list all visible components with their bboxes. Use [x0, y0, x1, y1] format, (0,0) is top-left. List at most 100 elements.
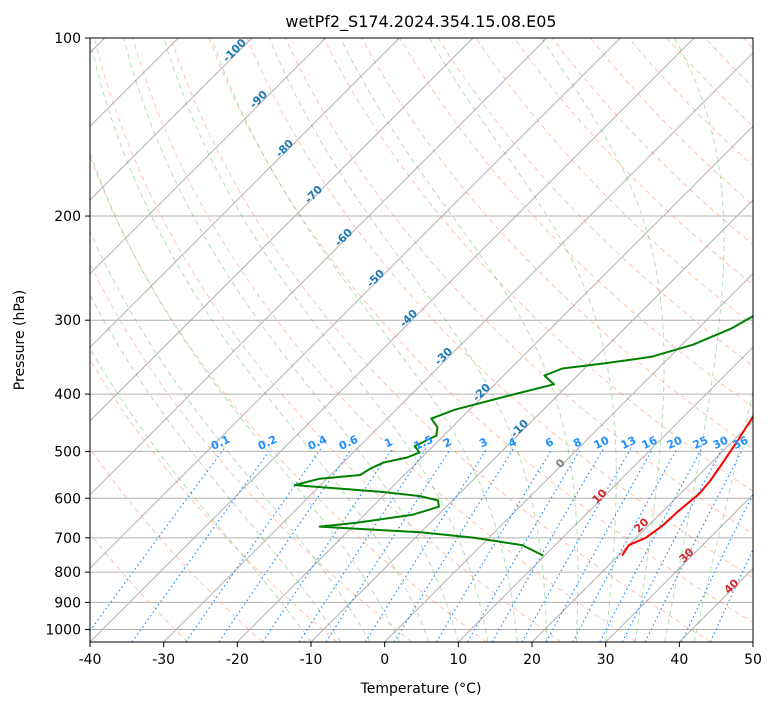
- y-tick-label: 900: [54, 595, 81, 611]
- moist-adiabat-label: 10: [590, 486, 610, 506]
- dry-adiabat-line: [742, 38, 753, 49]
- mixing-ratio-line: [491, 448, 604, 642]
- isotherm-line: [90, 38, 621, 570]
- isotherm-line: [752, 641, 753, 642]
- dry-adiabat-line: [551, 38, 753, 246]
- x-tick-label: -40: [79, 652, 102, 668]
- isotherm-line: [163, 51, 753, 642]
- isotherm-line: [90, 38, 253, 201]
- mixing-ratio-label: 10: [592, 434, 612, 452]
- line-labels: -100-90-80-70-60-50-40-30-20-100.1 0.2 0.4…: [209, 36, 751, 597]
- mixing-ratio-line: [644, 448, 744, 642]
- mixing-ratio-label: 20: [665, 434, 685, 452]
- mixing-ratio-line: [621, 448, 723, 642]
- profile-lines: [293, 315, 753, 557]
- mixing-ratio-label: 13: [619, 434, 638, 452]
- mixing-ratio-label: 36: [731, 434, 751, 452]
- dry-adiabat-line: [399, 38, 753, 408]
- y-tick-label: 200: [54, 209, 81, 225]
- dry-adiabat-line: [208, 38, 753, 624]
- mixing-ratio-label: 8: [571, 435, 583, 450]
- x-tick-label: -10: [300, 652, 323, 668]
- dry-adiabat-line: [94, 38, 562, 642]
- mixing-ratio-line: [218, 448, 353, 642]
- x-tick-label: 50: [744, 652, 762, 668]
- dry-adiabat-line: [284, 38, 753, 535]
- isotherm-line: [605, 493, 753, 642]
- dry-adiabat-line: [90, 358, 338, 642]
- moist-adiabat-line: [90, 347, 312, 642]
- isotherm-line: [310, 199, 753, 642]
- mixing-ratio-line: [262, 448, 393, 642]
- isotherm-line: [236, 125, 753, 642]
- dry-adiabat-line: [132, 38, 637, 642]
- mixing-ratio-label: 0.4: [306, 433, 329, 453]
- moist-adiabat-label: 20: [632, 515, 652, 535]
- mixing-ratio-label: 2: [441, 435, 453, 450]
- isotherm-label: -70: [302, 183, 325, 206]
- x-tick-label: -20: [226, 652, 249, 668]
- mixing-ratio-line: [131, 448, 272, 642]
- isotherm-label: -40: [397, 307, 420, 330]
- y-axis-label: Pressure (hPa): [12, 290, 28, 390]
- y-tick-label: 100: [54, 31, 81, 47]
- y-tick-label: 800: [54, 565, 81, 581]
- isotherm-line: [90, 38, 548, 496]
- x-tick-label: 30: [597, 652, 615, 668]
- temperature-profile-line: [621, 414, 753, 557]
- moist-adiabat-line: [541, 38, 665, 642]
- isotherm-label: -90: [247, 88, 270, 111]
- y-tick-label: 300: [54, 313, 81, 329]
- mixing-ratio-line: [298, 448, 427, 642]
- zero-label: 0: [553, 456, 568, 471]
- isotherm-line: [90, 38, 400, 349]
- mixing-ratio-line: [709, 548, 753, 642]
- mixing-ratio-label: 0.1: [209, 433, 232, 453]
- dry-adiabat-line: [90, 447, 263, 642]
- axes: -40 -30 -20 -10 0 10 20 30 40 5010020030040050060…: [45, 31, 762, 668]
- dry-adiabat-line: [513, 38, 753, 286]
- y-tick-label: 1000: [45, 622, 81, 638]
- isotherm-line: [90, 38, 474, 422]
- moist-adiabat-line: [339, 38, 579, 642]
- moist-adiabat-line: [123, 38, 459, 642]
- dry-adiabat-line: [90, 263, 413, 642]
- mixing-ratio-line: [521, 448, 632, 642]
- x-tick-label: 0: [380, 652, 389, 668]
- plot-frame: [89, 37, 754, 643]
- isotherm-label: -100: [220, 36, 249, 65]
- moist-adiabat-line: [90, 38, 430, 642]
- isotherm-label: -60: [332, 226, 355, 249]
- dry-adiabat-line: [90, 532, 189, 642]
- chart-title: wetPf2_S174.2024.354.15.08.E05: [285, 12, 556, 32]
- x-tick-label: 10: [449, 652, 467, 668]
- isotherm-line: [384, 272, 753, 642]
- mixing-ratio-label: 25: [691, 434, 710, 452]
- isotherm-line: [457, 346, 753, 642]
- dewpoint-profile-line: [293, 315, 753, 557]
- isotherm-line: [678, 567, 753, 642]
- y-tick-label: 700: [54, 531, 81, 547]
- dry-adiabat-line: [90, 155, 487, 642]
- y-tick-label: 400: [54, 387, 81, 403]
- isotherm-label: -80: [273, 137, 296, 160]
- mixing-ratio-line: [466, 448, 582, 642]
- y-tick-label: 500: [54, 444, 81, 460]
- dry-adiabat-line: [170, 38, 711, 642]
- isotherm-line: [90, 38, 327, 275]
- moist-adiabat-label: 30: [677, 545, 697, 565]
- moist-adiabat-line: [664, 38, 725, 642]
- mixing-ratio-line: [185, 448, 322, 642]
- moist-adiabat-line: [90, 151, 400, 642]
- mixing-ratio-line: [572, 448, 678, 642]
- x-tick-label: 40: [670, 652, 688, 668]
- x-tick-label: -30: [152, 652, 175, 668]
- isotherm-label: -50: [364, 267, 387, 290]
- moist-adiabat-line: [428, 38, 617, 642]
- moist-adiabat-line: [211, 38, 518, 642]
- mixing-ratio-line: [90, 448, 225, 632]
- moist-adiabat-line: [90, 230, 371, 642]
- x-tick-label: 20: [523, 652, 541, 668]
- isotherm-line: [90, 38, 695, 642]
